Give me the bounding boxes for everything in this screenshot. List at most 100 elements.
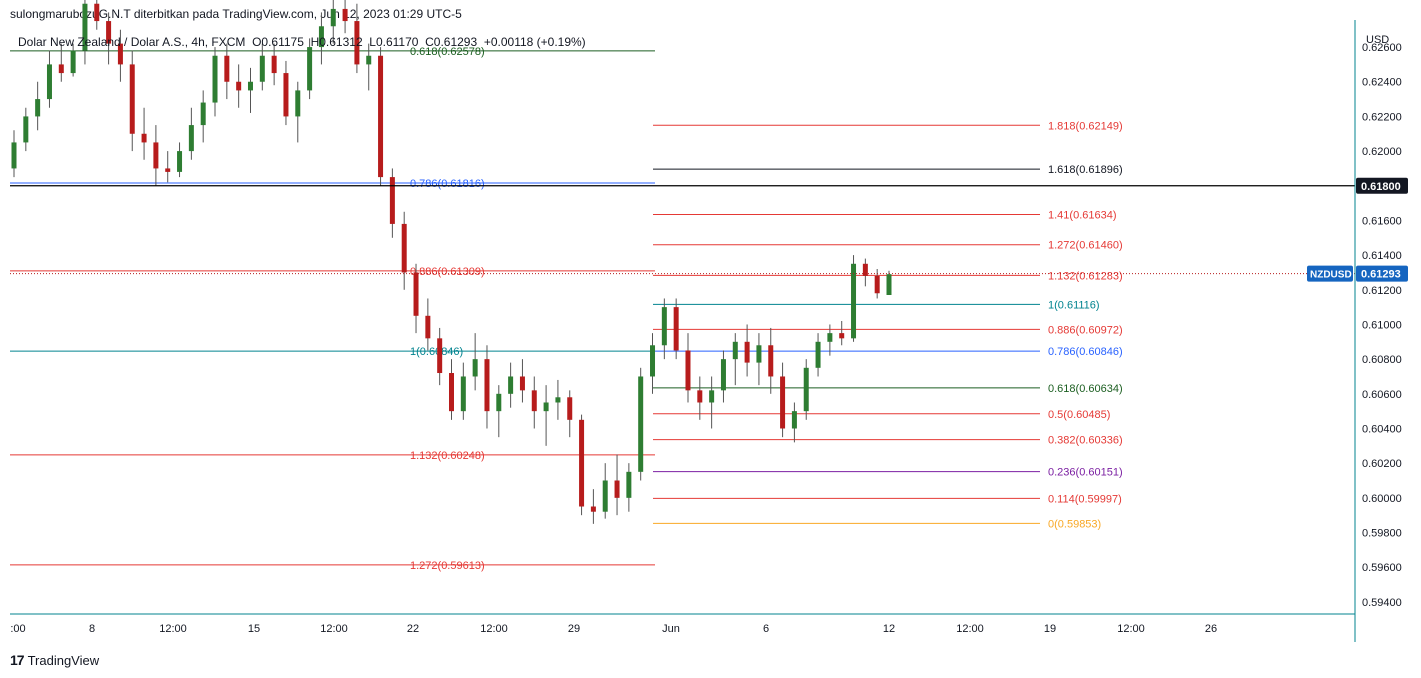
time-tick-label: 19 [1044,623,1056,635]
candle-body [117,43,123,65]
candle-body [697,390,703,403]
candle-body [756,345,762,363]
candle-body [295,90,301,117]
symbol-tag [1307,265,1353,282]
candle-body [508,376,514,394]
candle-body [673,307,679,351]
candle-body [11,142,17,169]
time-tick-label: 15 [248,623,260,635]
candle-body [200,102,206,126]
horizontal-line-price-tag [1356,177,1408,194]
candle-body [259,55,265,82]
candle-body [709,390,715,403]
fib-right-level-label: 0.114(0.59997) [1048,493,1122,505]
tradingview-logo[interactable]: 17 TradingView [10,652,99,668]
symbol-legend: Dolar New Zealand / Dolar A.S., 4h, FXCM… [18,35,586,49]
price-tick-label: 0.59400 [1362,597,1402,609]
fib-right-level-label: 1.41(0.61634) [1048,210,1117,222]
candle-body [437,338,443,374]
candle-body [342,8,348,22]
candle-body [519,376,525,391]
currency-label: USD [1366,34,1390,46]
candle-body [590,506,596,512]
time-tick-label: 12 [883,623,895,635]
price-tick-label: 0.61000 [1362,319,1402,331]
fib-right-level-label: 0.886(0.60972) [1048,324,1123,336]
candle-body [638,376,644,472]
time-tick-label: 22 [407,623,419,635]
candle-body [579,419,585,507]
last-price-tag [1356,265,1408,282]
candle-body [247,81,253,91]
candle-body [472,359,478,377]
time-tick-label: 6 [763,623,769,635]
price-tick-label: 0.60800 [1362,354,1402,366]
candle-body [35,99,41,117]
axes: 0.62600 0.62400 0.62200 0.62000 0.61800 0.616… [10,20,1408,642]
candle-body [496,393,502,412]
candle-body [425,315,431,339]
candle-body [614,480,620,498]
candle-body [283,73,289,117]
fib-left-level-label: 0.886(0.61309) [410,266,485,278]
price-tick-label: 0.62400 [1362,77,1402,89]
candle-body [224,55,230,82]
candle-body [70,50,76,74]
candle-body [271,55,277,74]
candle-body [815,341,821,368]
candle-body [685,350,691,391]
candle-body [839,333,845,339]
candle-body [318,26,324,48]
price-tick-label: 0.60600 [1362,389,1402,401]
price-tick-label: 0.62000 [1362,146,1402,158]
price-tick-label: 0.59800 [1362,528,1402,540]
candle-body [165,168,171,172]
fib-right-level-label: 0.382(0.60336) [1048,435,1123,447]
candle-body [886,274,892,295]
time-tick-label: 12:00 [1117,623,1145,635]
fib-right-level-label: 1.272(0.61460) [1048,240,1123,252]
candle-body [129,64,135,134]
time-tick-label: 8 [89,623,95,635]
candle-body [862,263,868,276]
time-tick-label: 29 [568,623,580,635]
fibonacci-levels: 0.618(0.62578) 0.786(0.61816) 0.886(0.6130… [10,46,1123,572]
tradingview-brand-text: TradingView [27,652,100,668]
candle-body [460,376,466,412]
price-tick-label: 0.59600 [1362,562,1402,574]
fib-left-level-label: 1(0.60846) [410,346,463,358]
symbol-tag-label: NZDUSD [1310,270,1352,281]
candle-body [744,341,750,363]
price-tick-label: 0.62200 [1362,111,1402,123]
fib-left-level-label: 1.272(0.59613) [410,560,485,572]
candle-body [791,411,797,429]
time-tick-label: 12:00 [159,623,187,635]
candle-body [531,390,537,412]
candle-body [378,55,384,178]
candle-body [188,125,194,152]
candle-body [732,341,738,360]
time-tick-label: :00 [10,623,25,635]
candle-body [555,397,561,403]
last-price-label: 0.61293 [1361,269,1401,281]
fib-right-level-label: 1(0.61116) [1048,299,1100,311]
candle-body [141,133,147,143]
candle-body [803,367,809,412]
candlestick-series [11,0,892,524]
fib-left-level-label: 0.618(0.62578) [410,46,485,58]
candle-body [354,21,360,65]
candle-body [389,177,395,224]
candle-body [567,397,573,420]
candle-body [236,81,242,91]
fib-right-level-label: 1.618(0.61896) [1048,164,1123,176]
candle-body [212,55,218,103]
price-tick-label: 0.60000 [1362,493,1402,505]
candle-body [401,223,407,273]
price-lines [10,185,1355,275]
price-tick-label: 0.61200 [1362,285,1402,297]
fib-right-level-label: 0.618(0.60634) [1048,383,1123,395]
price-tick-label: 0.62600 [1362,42,1402,54]
candle-body [543,402,549,412]
price-tick-label: 0.60200 [1362,458,1402,470]
